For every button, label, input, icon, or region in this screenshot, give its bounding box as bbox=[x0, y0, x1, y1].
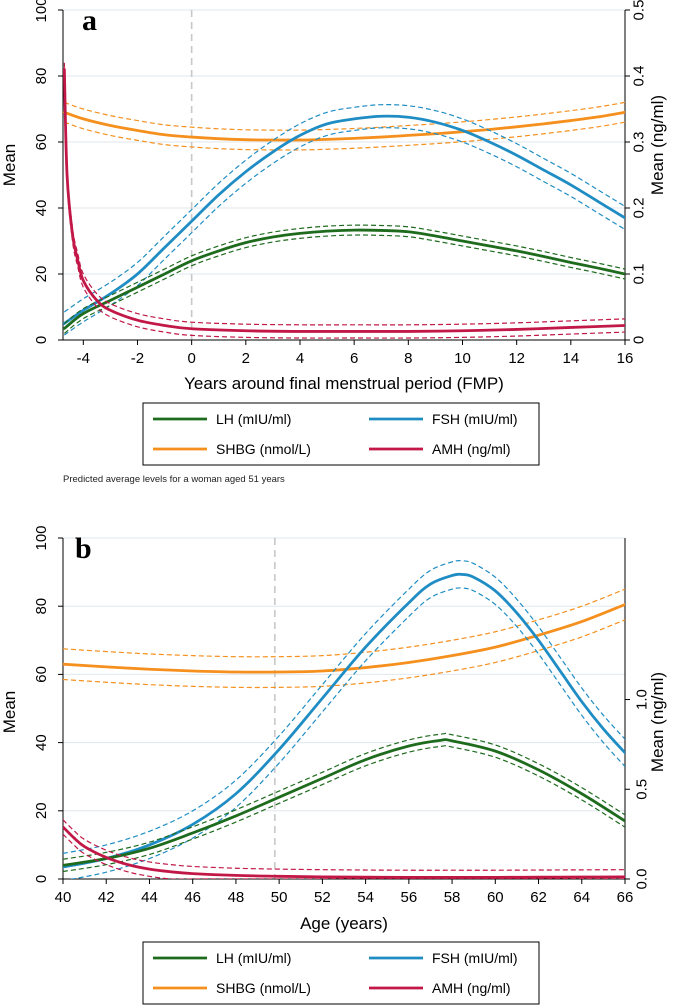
y-tick-label: 80 bbox=[33, 68, 50, 85]
series-lh-ci-lower bbox=[63, 234, 625, 334]
series-amh-line bbox=[63, 68, 625, 333]
series-fsh-ci-lower bbox=[64, 127, 625, 336]
y2-tick-label: 0 bbox=[630, 336, 647, 344]
y2-axis-title: Mean (ng/ml) bbox=[648, 95, 667, 195]
series-amh-ci-lower bbox=[63, 75, 625, 339]
series-amh-ci-upper bbox=[63, 819, 625, 871]
x-tick-label: 42 bbox=[98, 889, 115, 906]
x-tick-label: 6 bbox=[350, 350, 358, 367]
legend-label-fsh: FSH (mIU/ml) bbox=[432, 950, 518, 966]
x-axis-title: Years around final menstrual period (FMP… bbox=[184, 374, 504, 393]
legend-box bbox=[142, 402, 540, 466]
legend-label-amh: AMH (ng/ml) bbox=[432, 980, 511, 996]
series-shbg-ci-lower bbox=[63, 619, 625, 689]
y-tick-label: 60 bbox=[33, 666, 50, 683]
x-tick-label: 12 bbox=[508, 350, 525, 367]
series-amh-ci-upper bbox=[63, 62, 625, 326]
x-tick-label: 50 bbox=[271, 889, 288, 906]
legend-label-shbg: SHBG (nmol/L) bbox=[216, 980, 311, 996]
y-tick-label: 0 bbox=[33, 336, 50, 344]
legend-label-shbg: SHBG (nmol/L) bbox=[216, 441, 311, 457]
y2-axis-title: Mean (ng/ml) bbox=[648, 672, 667, 772]
x-axis-title: Age (years) bbox=[300, 914, 388, 933]
series-fsh-line bbox=[63, 114, 625, 325]
y2-tick-label: 0.0 bbox=[633, 869, 650, 890]
series-fsh-ci-lower bbox=[68, 587, 625, 879]
y-tick-label: 20 bbox=[33, 802, 50, 819]
x-tick-label: 64 bbox=[573, 889, 590, 906]
series-amh-line bbox=[63, 825, 625, 879]
x-tick-label: 44 bbox=[141, 889, 158, 906]
series-shbg-line bbox=[63, 603, 625, 674]
x-tick-label: 0 bbox=[187, 350, 195, 367]
x-tick-label: -2 bbox=[131, 350, 144, 367]
y-tick-label: 40 bbox=[33, 200, 50, 217]
y-tick-label: 100 bbox=[33, 525, 50, 550]
y2-tick-label: 0.5 bbox=[630, 0, 647, 20]
y-tick-label: 60 bbox=[33, 134, 50, 151]
series-lh-ci-upper bbox=[63, 224, 625, 324]
x-tick-label: 46 bbox=[184, 889, 201, 906]
series-shbg-line bbox=[63, 110, 625, 142]
y2-tick-label: 1.0 bbox=[633, 689, 650, 710]
legend: LH (mIU/ml) FSH (mIU/ml) SHBG (nmol/L) AMH … bbox=[142, 941, 540, 1005]
x-tick-label: 56 bbox=[401, 889, 418, 906]
x-tick-label: 16 bbox=[617, 350, 634, 367]
chart-panel-b: 0 20 40 60 80 100 0.0 0.5 1.0 40 42 44 46 48 50 52 54 56 5… bbox=[0, 525, 667, 1005]
x-tick-label: 14 bbox=[562, 350, 579, 367]
chart-panel-a: 0 20 40 60 80 100 0 0.1 0.2 0.3 0.4 0.5 -4 -2 0 2 4 6 8 10 1… bbox=[0, 0, 667, 485]
legend: LH (mIU/ml) FSH (mIU/ml) SHBG (nmol/L) AMH … bbox=[142, 402, 540, 466]
x-tick-label: 58 bbox=[444, 889, 461, 906]
y-axis-title: Mean bbox=[0, 691, 19, 734]
y2-tick-label: 0.3 bbox=[630, 132, 647, 153]
legend-label-lh: LH (mIU/ml) bbox=[216, 411, 291, 427]
y-tick-label: 20 bbox=[33, 266, 50, 283]
series-shbg-ci-lower bbox=[64, 121, 625, 151]
x-tick-label: 10 bbox=[454, 350, 471, 367]
y-tick-label: 80 bbox=[33, 598, 50, 615]
x-tick-label: 40 bbox=[55, 889, 72, 906]
y-axis-title: Mean bbox=[0, 144, 19, 187]
panel-label: b bbox=[75, 532, 92, 565]
y2-tick-label: 0.1 bbox=[630, 264, 647, 285]
x-tick-label: 54 bbox=[357, 889, 374, 906]
series-layer bbox=[63, 560, 625, 879]
series-fsh-line bbox=[63, 572, 625, 869]
x-tick-label: -4 bbox=[77, 350, 90, 367]
series-shbg-ci-upper bbox=[63, 588, 625, 658]
x-tick-label: 4 bbox=[296, 350, 304, 367]
x-tick-label: 2 bbox=[242, 350, 250, 367]
y-tick-label: 100 bbox=[33, 0, 50, 23]
x-tick-label: 8 bbox=[404, 350, 412, 367]
series-fsh-ci-upper bbox=[64, 104, 625, 313]
x-tick-label: 62 bbox=[530, 889, 547, 906]
legend-box bbox=[142, 941, 540, 1005]
series-fsh-ci-upper bbox=[63, 560, 625, 855]
x-tick-label: 48 bbox=[228, 889, 245, 906]
y-tick-label: 0 bbox=[33, 875, 50, 883]
y-tick-label: 40 bbox=[33, 734, 50, 751]
legend-label-lh: LH (mIU/ml) bbox=[216, 950, 291, 966]
panel-label: a bbox=[82, 4, 97, 37]
legend-label-amh: AMH (ng/ml) bbox=[432, 441, 511, 457]
y2-tick-label: 0.5 bbox=[633, 779, 650, 800]
x-tick-label: 52 bbox=[314, 889, 331, 906]
series-amh-ci-lower bbox=[63, 833, 625, 879]
legend-label-fsh: FSH (mIU/ml) bbox=[432, 411, 518, 427]
series-layer bbox=[63, 62, 625, 339]
figure-note: Predicted average levels for a woman age… bbox=[63, 474, 285, 485]
series-shbg-ci-upper bbox=[64, 101, 625, 131]
x-tick-label: 66 bbox=[617, 889, 634, 906]
series-lh-ci-lower bbox=[63, 745, 625, 873]
series-lh-ci-upper bbox=[63, 732, 625, 860]
series-lh-line bbox=[63, 228, 625, 330]
series-lh-line bbox=[63, 738, 625, 867]
y2-tick-label: 0.2 bbox=[630, 198, 647, 219]
y2-tick-label: 0.4 bbox=[630, 66, 647, 87]
x-tick-label: 60 bbox=[487, 889, 504, 906]
